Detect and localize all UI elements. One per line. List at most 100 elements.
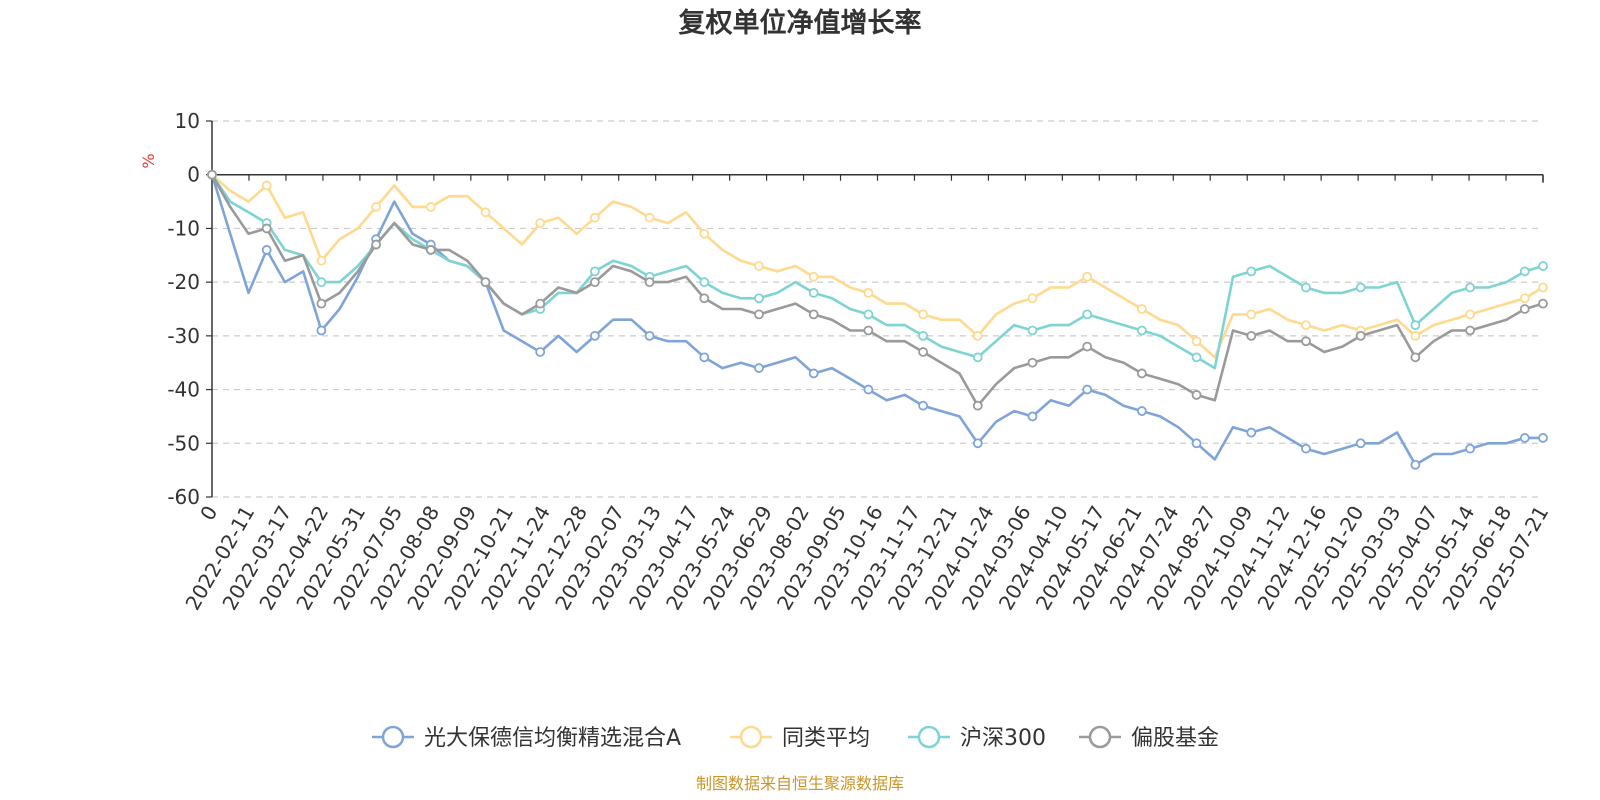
data-point: [1410, 330, 1421, 341]
data-point: [699, 352, 710, 363]
legend-item-0[interactable]: 光大保德信均衡精选混合A: [372, 725, 681, 751]
data-point: [316, 325, 327, 336]
series-2: [207, 169, 1548, 370]
data-point: [371, 239, 381, 250]
legend-item-1[interactable]: 同类平均: [730, 725, 870, 751]
x-tick-label: 0: [195, 502, 222, 525]
legend-label: 同类平均: [782, 726, 870, 751]
data-point: [1246, 427, 1257, 438]
data-point: [1246, 266, 1257, 277]
data-point: [589, 266, 600, 277]
legend-item-2[interactable]: 沪深300: [908, 725, 1046, 751]
data-point: [1082, 271, 1093, 282]
legend-item-3[interactable]: 偏股基金: [1079, 725, 1219, 751]
legend-circle-icon: [381, 725, 405, 749]
data-point: [1136, 368, 1147, 379]
series-line: [210, 173, 1544, 370]
data-point: [316, 298, 327, 309]
y-tick-label: -40: [167, 378, 200, 402]
series-line: [210, 174, 1544, 408]
data-point: [1410, 320, 1421, 331]
data-point: [1301, 336, 1311, 347]
chart-title: 复权单位净值增长率: [679, 7, 922, 39]
data-point: [644, 330, 655, 341]
data-source-note: 制图数据来自恒生聚源数据库: [696, 774, 904, 793]
data-point: [754, 261, 764, 271]
data-point: [425, 245, 436, 255]
data-point: [1136, 406, 1147, 416]
data-point: [1465, 325, 1475, 336]
data-point: [808, 309, 819, 320]
data-point: [808, 287, 819, 298]
data-point: [1027, 357, 1038, 368]
data-point: [1465, 443, 1475, 454]
data-point: [1082, 384, 1093, 395]
data-point: [261, 223, 272, 234]
data-point: [1355, 438, 1366, 449]
data-point: [480, 277, 491, 288]
y-tick-label: -50: [167, 431, 200, 455]
data-point: [863, 384, 874, 395]
data-point: [863, 309, 874, 320]
data-point: [1355, 282, 1366, 293]
legend-label: 光大保德信均衡精选混合A: [424, 726, 681, 751]
data-point: [918, 347, 928, 357]
data-point: [863, 287, 874, 298]
data-point: [863, 325, 874, 336]
data-point: [207, 169, 217, 180]
data-point: [1136, 304, 1147, 314]
legend-circle-icon: [1088, 725, 1112, 749]
data-point: [1465, 309, 1475, 320]
data-point: [425, 202, 436, 212]
data-point: [261, 245, 272, 255]
data-point: [644, 212, 655, 223]
data-point: [1519, 266, 1530, 277]
data-point: [589, 277, 600, 288]
data-point: [1191, 438, 1202, 449]
data-point: [261, 180, 272, 191]
data-point: [316, 277, 327, 288]
data-point: [1538, 282, 1548, 293]
data-point: [1246, 309, 1257, 320]
y-tick-label: 10: [175, 109, 200, 133]
data-point: [1246, 330, 1257, 341]
data-point: [1082, 341, 1093, 352]
data-point: [808, 368, 819, 379]
data-point: [1538, 261, 1548, 271]
data-point: [480, 207, 491, 218]
y-tick-label: -30: [167, 324, 200, 348]
data-point: [1519, 304, 1530, 314]
legend-circle-icon: [739, 725, 763, 749]
data-point: [918, 309, 928, 320]
series-lines: [207, 169, 1548, 470]
data-point: [1538, 298, 1548, 309]
series-1: [207, 169, 1548, 359]
data-point: [918, 400, 928, 411]
data-point: [1136, 325, 1147, 336]
data-point: [1301, 443, 1311, 454]
data-point: [918, 330, 928, 341]
data-point: [1355, 330, 1366, 341]
data-point: [754, 309, 764, 320]
legend-circle-icon: [917, 725, 941, 749]
data-point: [535, 298, 546, 309]
legend[interactable]: 光大保德信均衡精选混合A 同类平均 沪深300 偏股基金: [372, 725, 1219, 751]
series-line: [211, 173, 1544, 359]
y-tick-label: -10: [167, 216, 200, 240]
data-point: [972, 330, 983, 341]
data-point: [644, 277, 655, 288]
y-tick-label: -60: [167, 485, 200, 509]
data-point: [972, 400, 983, 411]
data-point: [1410, 459, 1421, 470]
y-axis-unit: %: [139, 153, 158, 168]
data-point: [1191, 336, 1202, 347]
data-point: [699, 293, 710, 304]
data-point: [371, 202, 381, 212]
data-point: [1465, 282, 1475, 293]
data-point: [972, 438, 983, 449]
data-point: [589, 330, 600, 341]
data-point: [1027, 411, 1038, 422]
data-point: [1191, 390, 1202, 400]
